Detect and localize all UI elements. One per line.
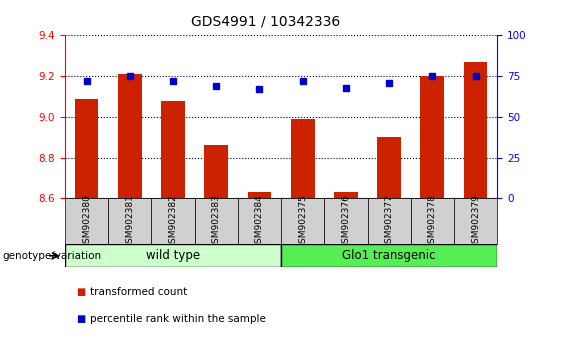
- FancyBboxPatch shape: [194, 198, 238, 244]
- Text: GSM902376: GSM902376: [341, 194, 350, 249]
- Bar: [334, 192, 358, 198]
- Text: ■: ■: [76, 287, 85, 297]
- Bar: [161, 101, 185, 198]
- Bar: [291, 119, 315, 198]
- Text: GSM902375: GSM902375: [298, 194, 307, 249]
- Bar: [464, 62, 488, 198]
- Text: GSM902378: GSM902378: [428, 194, 437, 249]
- Bar: [247, 192, 271, 198]
- Text: wild type: wild type: [146, 249, 200, 262]
- Text: GSM902382: GSM902382: [168, 194, 177, 249]
- Text: Glo1 transgenic: Glo1 transgenic: [342, 249, 436, 262]
- Bar: [205, 145, 228, 198]
- Bar: [75, 98, 98, 198]
- Text: GSM902377: GSM902377: [385, 194, 394, 249]
- FancyBboxPatch shape: [367, 198, 411, 244]
- FancyBboxPatch shape: [281, 198, 324, 244]
- FancyBboxPatch shape: [151, 198, 194, 244]
- Text: GSM902383: GSM902383: [212, 194, 221, 249]
- FancyBboxPatch shape: [65, 198, 108, 244]
- Text: ■: ■: [76, 314, 85, 324]
- FancyBboxPatch shape: [324, 198, 367, 244]
- Text: percentile rank within the sample: percentile rank within the sample: [90, 314, 266, 324]
- Text: GDS4991 / 10342336: GDS4991 / 10342336: [191, 14, 340, 28]
- FancyBboxPatch shape: [108, 198, 151, 244]
- FancyBboxPatch shape: [238, 198, 281, 244]
- Text: GSM902381: GSM902381: [125, 194, 134, 249]
- FancyBboxPatch shape: [65, 244, 281, 267]
- FancyBboxPatch shape: [411, 198, 454, 244]
- Bar: [420, 76, 444, 198]
- Text: GSM902380: GSM902380: [82, 194, 91, 249]
- Text: GSM902384: GSM902384: [255, 194, 264, 249]
- Text: transformed count: transformed count: [90, 287, 188, 297]
- Bar: [118, 74, 142, 198]
- Text: GSM902379: GSM902379: [471, 194, 480, 249]
- FancyBboxPatch shape: [454, 198, 497, 244]
- Text: genotype/variation: genotype/variation: [3, 251, 102, 261]
- FancyBboxPatch shape: [281, 244, 497, 267]
- Bar: [377, 137, 401, 198]
